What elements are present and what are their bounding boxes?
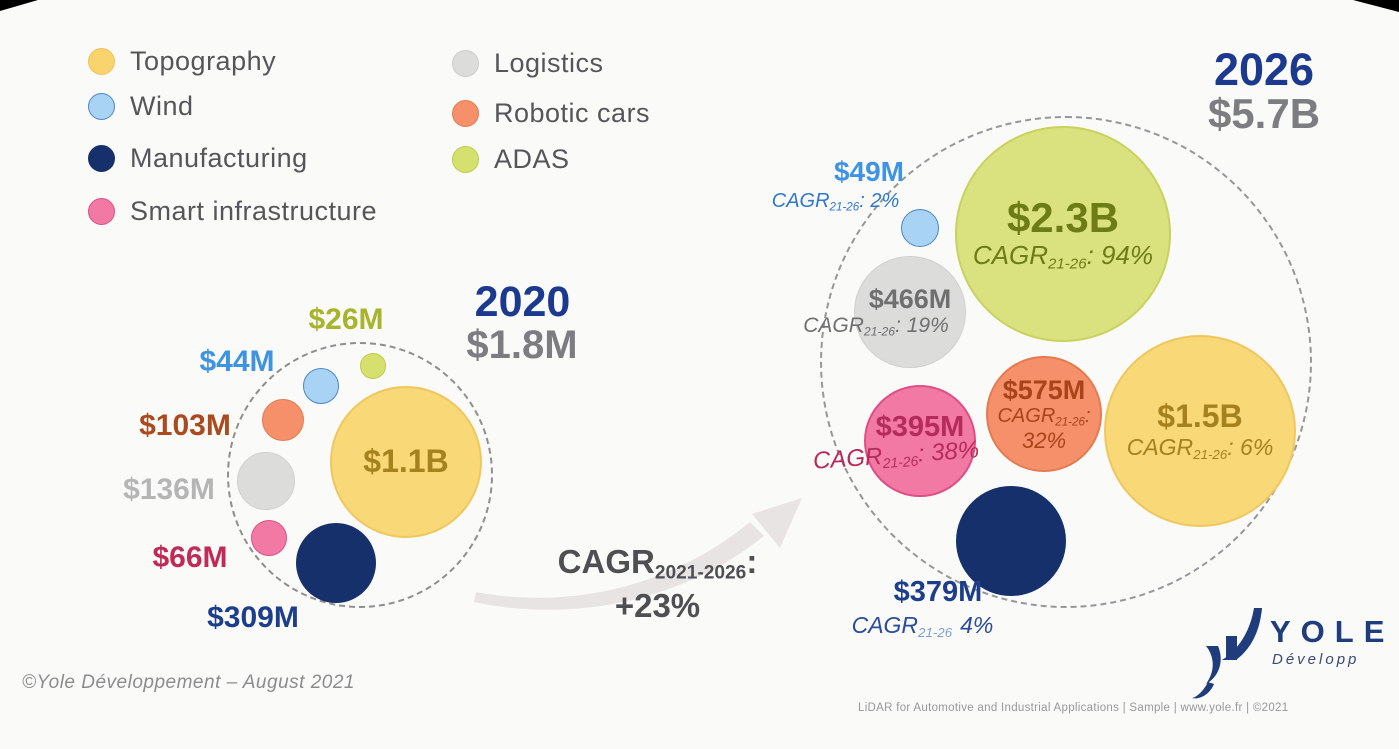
legend-label: Robotic cars — [494, 98, 651, 128]
total-2026-value: $5.7B — [1207, 90, 1321, 137]
label-2020-robotic-cars-value: $103M — [139, 409, 231, 442]
overall-cagr-value: +23% — [614, 586, 701, 624]
bubble-cagr-pct: 32% — [1021, 427, 1067, 453]
legend-label: Smart infrastructure — [130, 196, 378, 226]
bubble-2026-wind — [901, 209, 939, 247]
bubble-2020-topography: $1.1B — [330, 386, 482, 538]
bubble-2020-smart-infrastructure — [251, 520, 287, 556]
bubble-2020-robotic-cars — [262, 399, 304, 441]
legend-label: Manufacturing — [130, 143, 308, 173]
topography-swatch-icon — [88, 48, 115, 75]
label-2026-wind-value: $49M — [833, 156, 905, 187]
year-2026-title: 2026 — [1213, 44, 1315, 95]
yole-developpement-logo: YOLE Développ — [1192, 608, 1394, 699]
bubble-value: $575M — [1002, 374, 1086, 405]
rounded-corner-mask-left — [0, 0, 38, 11]
legend-item-smart-infrastructure: Smart infrastructure — [88, 196, 377, 227]
bubble-2026-logistics: $466M CAGR21-26: 19% — [803, 256, 966, 368]
logistics-swatch-icon — [452, 50, 479, 77]
overall-cagr-label: CAGR2021-2026: — [557, 543, 758, 584]
source-caption: LiDAR for Automotive and Industrial Appl… — [858, 702, 1289, 714]
bubble-value: $466M — [868, 284, 952, 315]
bubble-2026-topography: $1.5B CAGR21-26: 6% — [1104, 335, 1296, 527]
bubble-value: $1.1B — [363, 443, 449, 480]
bubble-2026-manufacturing — [956, 486, 1066, 596]
bubble-cagr: CAGR21-26: 6% — [1126, 433, 1274, 462]
legend-item-topography: Topography — [88, 46, 276, 77]
robotic-cars-swatch-icon — [452, 100, 479, 127]
label-2026-manufacturing-cagr: CAGR21-26 4% — [851, 612, 994, 640]
bubble-value: $395M — [875, 410, 965, 443]
overall-cagr-callout: CAGR2021-2026: +23% — [540, 543, 775, 625]
legend-item-robotic-cars: Robotic cars — [452, 98, 650, 129]
bubble-2026-adas: $2.3B CAGR21-26: 94% — [955, 126, 1171, 342]
bubble-cagr: CAGR21-26: 19% — [803, 314, 949, 340]
bubble-cagr: CAGR21-26: — [997, 405, 1091, 429]
label-2020-logistics-value: $136M — [123, 473, 215, 506]
bubble-cagr: CAGR21-26: 94% — [972, 240, 1154, 273]
legend-item-adas: ADAS — [452, 144, 570, 175]
label-2026-wind-cagr: CAGR21-26: 2% — [771, 190, 900, 214]
logo-wordmark: YOLE — [1270, 614, 1394, 649]
legend-label: Wind — [130, 91, 194, 121]
label-2020-smart-infrastructure-value: $66M — [152, 541, 228, 574]
label-2020-manufacturing-value: $309M — [207, 601, 299, 634]
rounded-corner-mask-right — [1353, 0, 1399, 12]
bubble-2020-adas — [360, 353, 386, 379]
bubble-2026-robotic-cars: $575M CAGR21-26: 32% — [986, 356, 1102, 472]
cluster-2020-outline — [227, 342, 493, 608]
bubble-value: $2.3B — [1006, 194, 1120, 242]
legend-item-manufacturing: Manufacturing — [88, 143, 308, 174]
label-2020-wind-value: $44M — [199, 345, 275, 378]
logo-subtitle: Développ — [1272, 651, 1359, 668]
bubble-2020-manufacturing — [296, 523, 376, 603]
bubble-value: $1.5B — [1157, 398, 1243, 435]
bubble-2020-logistics — [237, 452, 295, 510]
legend-item-logistics: Logistics — [452, 48, 604, 79]
bubble-2020-wind — [303, 368, 339, 404]
label-2020-adas-value: $26M — [308, 303, 384, 336]
legend-label: ADAS — [494, 144, 570, 174]
adas-swatch-icon — [452, 146, 479, 173]
year-2020-title: 2020 — [474, 278, 571, 326]
label-2026-manufacturing-value: $379M — [893, 576, 983, 608]
legend-item-wind: Wind — [88, 91, 194, 122]
smart-infrastructure-swatch-icon — [88, 198, 115, 225]
growth-arrow-icon — [474, 498, 802, 610]
wind-swatch-icon — [88, 93, 115, 120]
legend-label: Topography — [130, 46, 277, 76]
legend-label: Logistics — [494, 48, 604, 78]
manufacturing-swatch-icon — [88, 145, 115, 172]
total-2020-value: $1.8M — [466, 323, 578, 367]
copyright-note: ©Yole Développement – August 2021 — [22, 672, 355, 693]
cluster-2026-outline — [820, 116, 1312, 608]
bubble-2026-smart-infrastructure: $395M CAGR21-26: 38% — [812, 385, 980, 497]
